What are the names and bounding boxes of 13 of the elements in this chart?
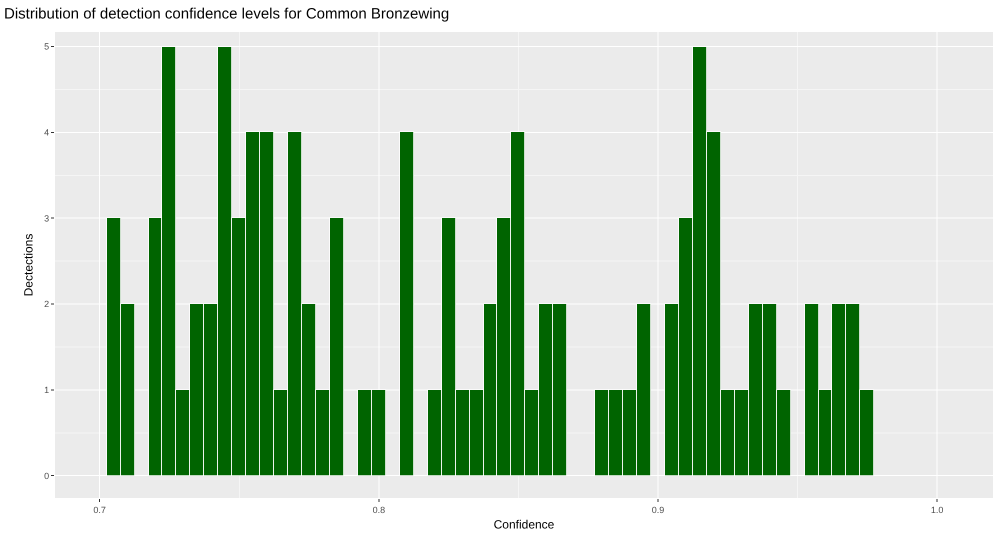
- y-tick-label: 0: [44, 470, 50, 481]
- x-tick-label: 0.7: [93, 504, 106, 515]
- y-tick-label: 3: [44, 213, 50, 224]
- y-tick-label: 2: [44, 299, 50, 310]
- x-tick-label: 0.9: [652, 504, 664, 515]
- y-tick-label: 1: [44, 385, 50, 396]
- x-tick-label: 0.8: [372, 504, 386, 515]
- x-tick-label: 1.0: [930, 504, 944, 515]
- x-axis-title: Confidence: [494, 518, 555, 532]
- y-tick-label: 5: [44, 42, 50, 52]
- y-tick-label: 4: [44, 128, 50, 138]
- chart-title: Distribution of detection confidence levels for Common Bronzewing: [4, 6, 450, 23]
- y-axis-title: Dectections: [21, 234, 36, 296]
